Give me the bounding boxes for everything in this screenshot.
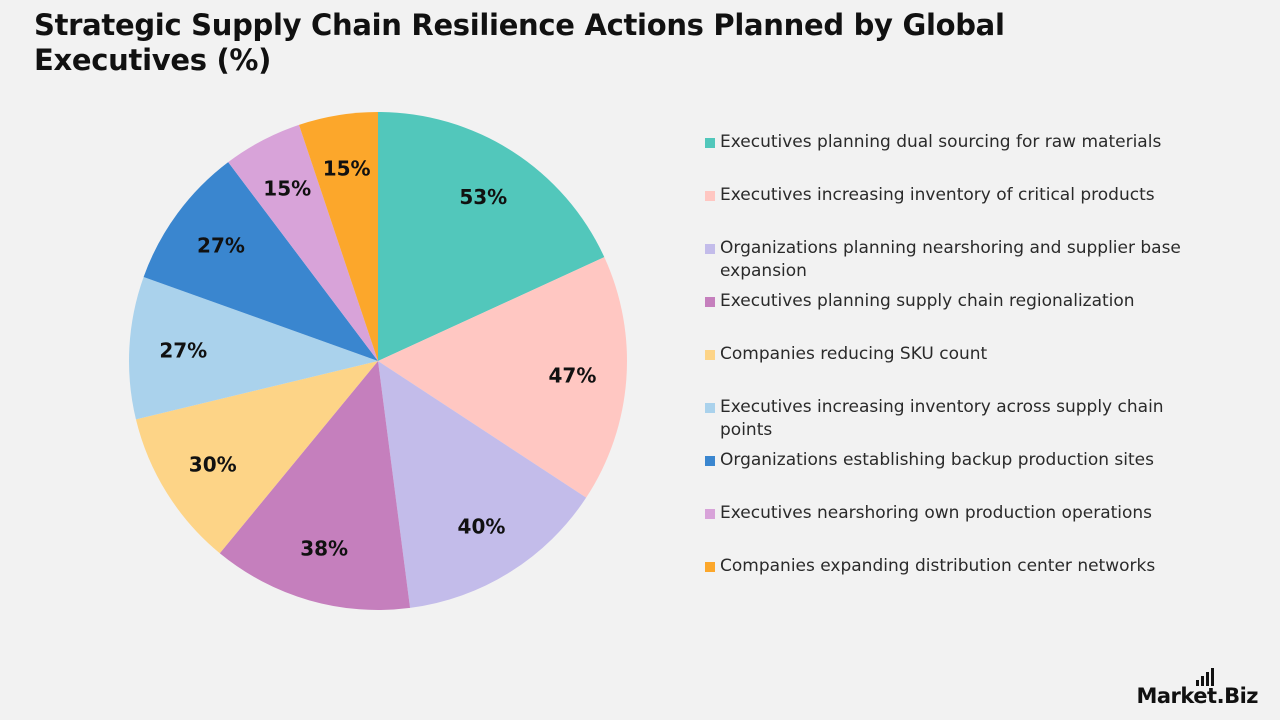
pie-chart: 53% 47% 40% 38% 30% 27% 27% 15% 15%	[129, 112, 627, 610]
legend-label: Executives planning supply chain regiona…	[720, 291, 1135, 311]
legend-swatch	[705, 191, 715, 201]
logo-bars-icon	[1196, 668, 1214, 686]
legend-item-8: Executives nearshoring own production op…	[705, 502, 1195, 555]
pie-slice-7	[143, 162, 378, 361]
legend-item-9: Companies expanding distribution center …	[705, 555, 1195, 608]
legend-item-7: Organizations establishing backup produc…	[705, 449, 1195, 502]
legend-label: Executives increasing inventory across s…	[720, 397, 1164, 440]
logo-text: Market.Biz	[1136, 684, 1258, 708]
slice-value-label-7: 27%	[197, 233, 245, 257]
pie-slice-1	[378, 112, 605, 361]
pie-slice-5	[135, 361, 378, 554]
legend-label: Organizations establishing backup produc…	[720, 450, 1154, 470]
legend-swatch	[705, 562, 715, 572]
legend-label: Executives planning dual sourcing for ra…	[720, 132, 1162, 152]
legend-swatch	[705, 509, 715, 519]
chart-title: Strategic Supply Chain Resilience Action…	[34, 8, 1005, 77]
pie-slice-9	[299, 112, 378, 361]
pie-slice-4	[219, 361, 411, 610]
legend-item-3: Organizations planning nearshoring and s…	[705, 237, 1195, 290]
legend-label: Executives nearshoring own production op…	[720, 503, 1153, 523]
slice-value-label-8: 15%	[263, 176, 311, 200]
legend-item-1: Executives planning dual sourcing for ra…	[705, 131, 1195, 184]
slice-value-label-3: 40%	[458, 514, 506, 538]
legend-swatch	[705, 350, 715, 360]
legend-swatch	[705, 138, 715, 148]
chart-legend: Executives planning dual sourcing for ra…	[705, 131, 1195, 608]
pie-slice-3	[378, 361, 587, 608]
legend-label: Executives increasing inventory of criti…	[720, 185, 1155, 205]
legend-item-6: Executives increasing inventory across s…	[705, 396, 1195, 449]
legend-swatch	[705, 403, 715, 413]
pie-slice-6	[129, 276, 378, 420]
slice-value-label-5: 30%	[189, 452, 237, 476]
legend-swatch	[705, 244, 715, 254]
legend-item-5: Companies reducing SKU count	[705, 343, 1195, 396]
legend-label: Companies expanding distribution center …	[720, 556, 1156, 576]
slice-value-label-9: 15%	[323, 157, 371, 181]
pie-slice-8	[228, 124, 378, 361]
slice-value-label-4: 38%	[300, 536, 348, 560]
legend-label: Organizations planning nearshoring and s…	[720, 238, 1181, 281]
legend-swatch	[705, 297, 715, 307]
legend-swatch	[705, 456, 715, 466]
legend-label: Companies reducing SKU count	[720, 344, 988, 364]
legend-item-4: Executives planning supply chain regiona…	[705, 290, 1195, 343]
brand-logo: Market.Biz	[1098, 668, 1258, 708]
slice-value-label-6: 27%	[159, 339, 207, 363]
legend-item-2: Executives increasing inventory of criti…	[705, 184, 1195, 237]
slice-value-label-1: 53%	[459, 185, 507, 209]
slice-value-label-2: 47%	[549, 364, 597, 388]
pie-slice-2	[378, 257, 627, 498]
